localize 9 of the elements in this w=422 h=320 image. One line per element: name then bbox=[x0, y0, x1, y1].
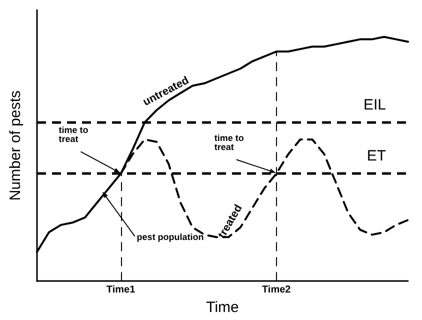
annotation: pest population bbox=[136, 232, 204, 242]
y-axis-title: Number of pests bbox=[7, 90, 24, 201]
annotation: time to treat bbox=[214, 133, 246, 152]
x-axis-title: Time bbox=[206, 299, 239, 316]
ref-line-label: EIL bbox=[363, 96, 386, 114]
annotation: time to treat bbox=[58, 125, 91, 144]
x-tick-label: Time1 bbox=[106, 284, 136, 296]
x-tick-label: Time2 bbox=[262, 284, 292, 296]
ref-line-label: ET bbox=[366, 148, 386, 165]
